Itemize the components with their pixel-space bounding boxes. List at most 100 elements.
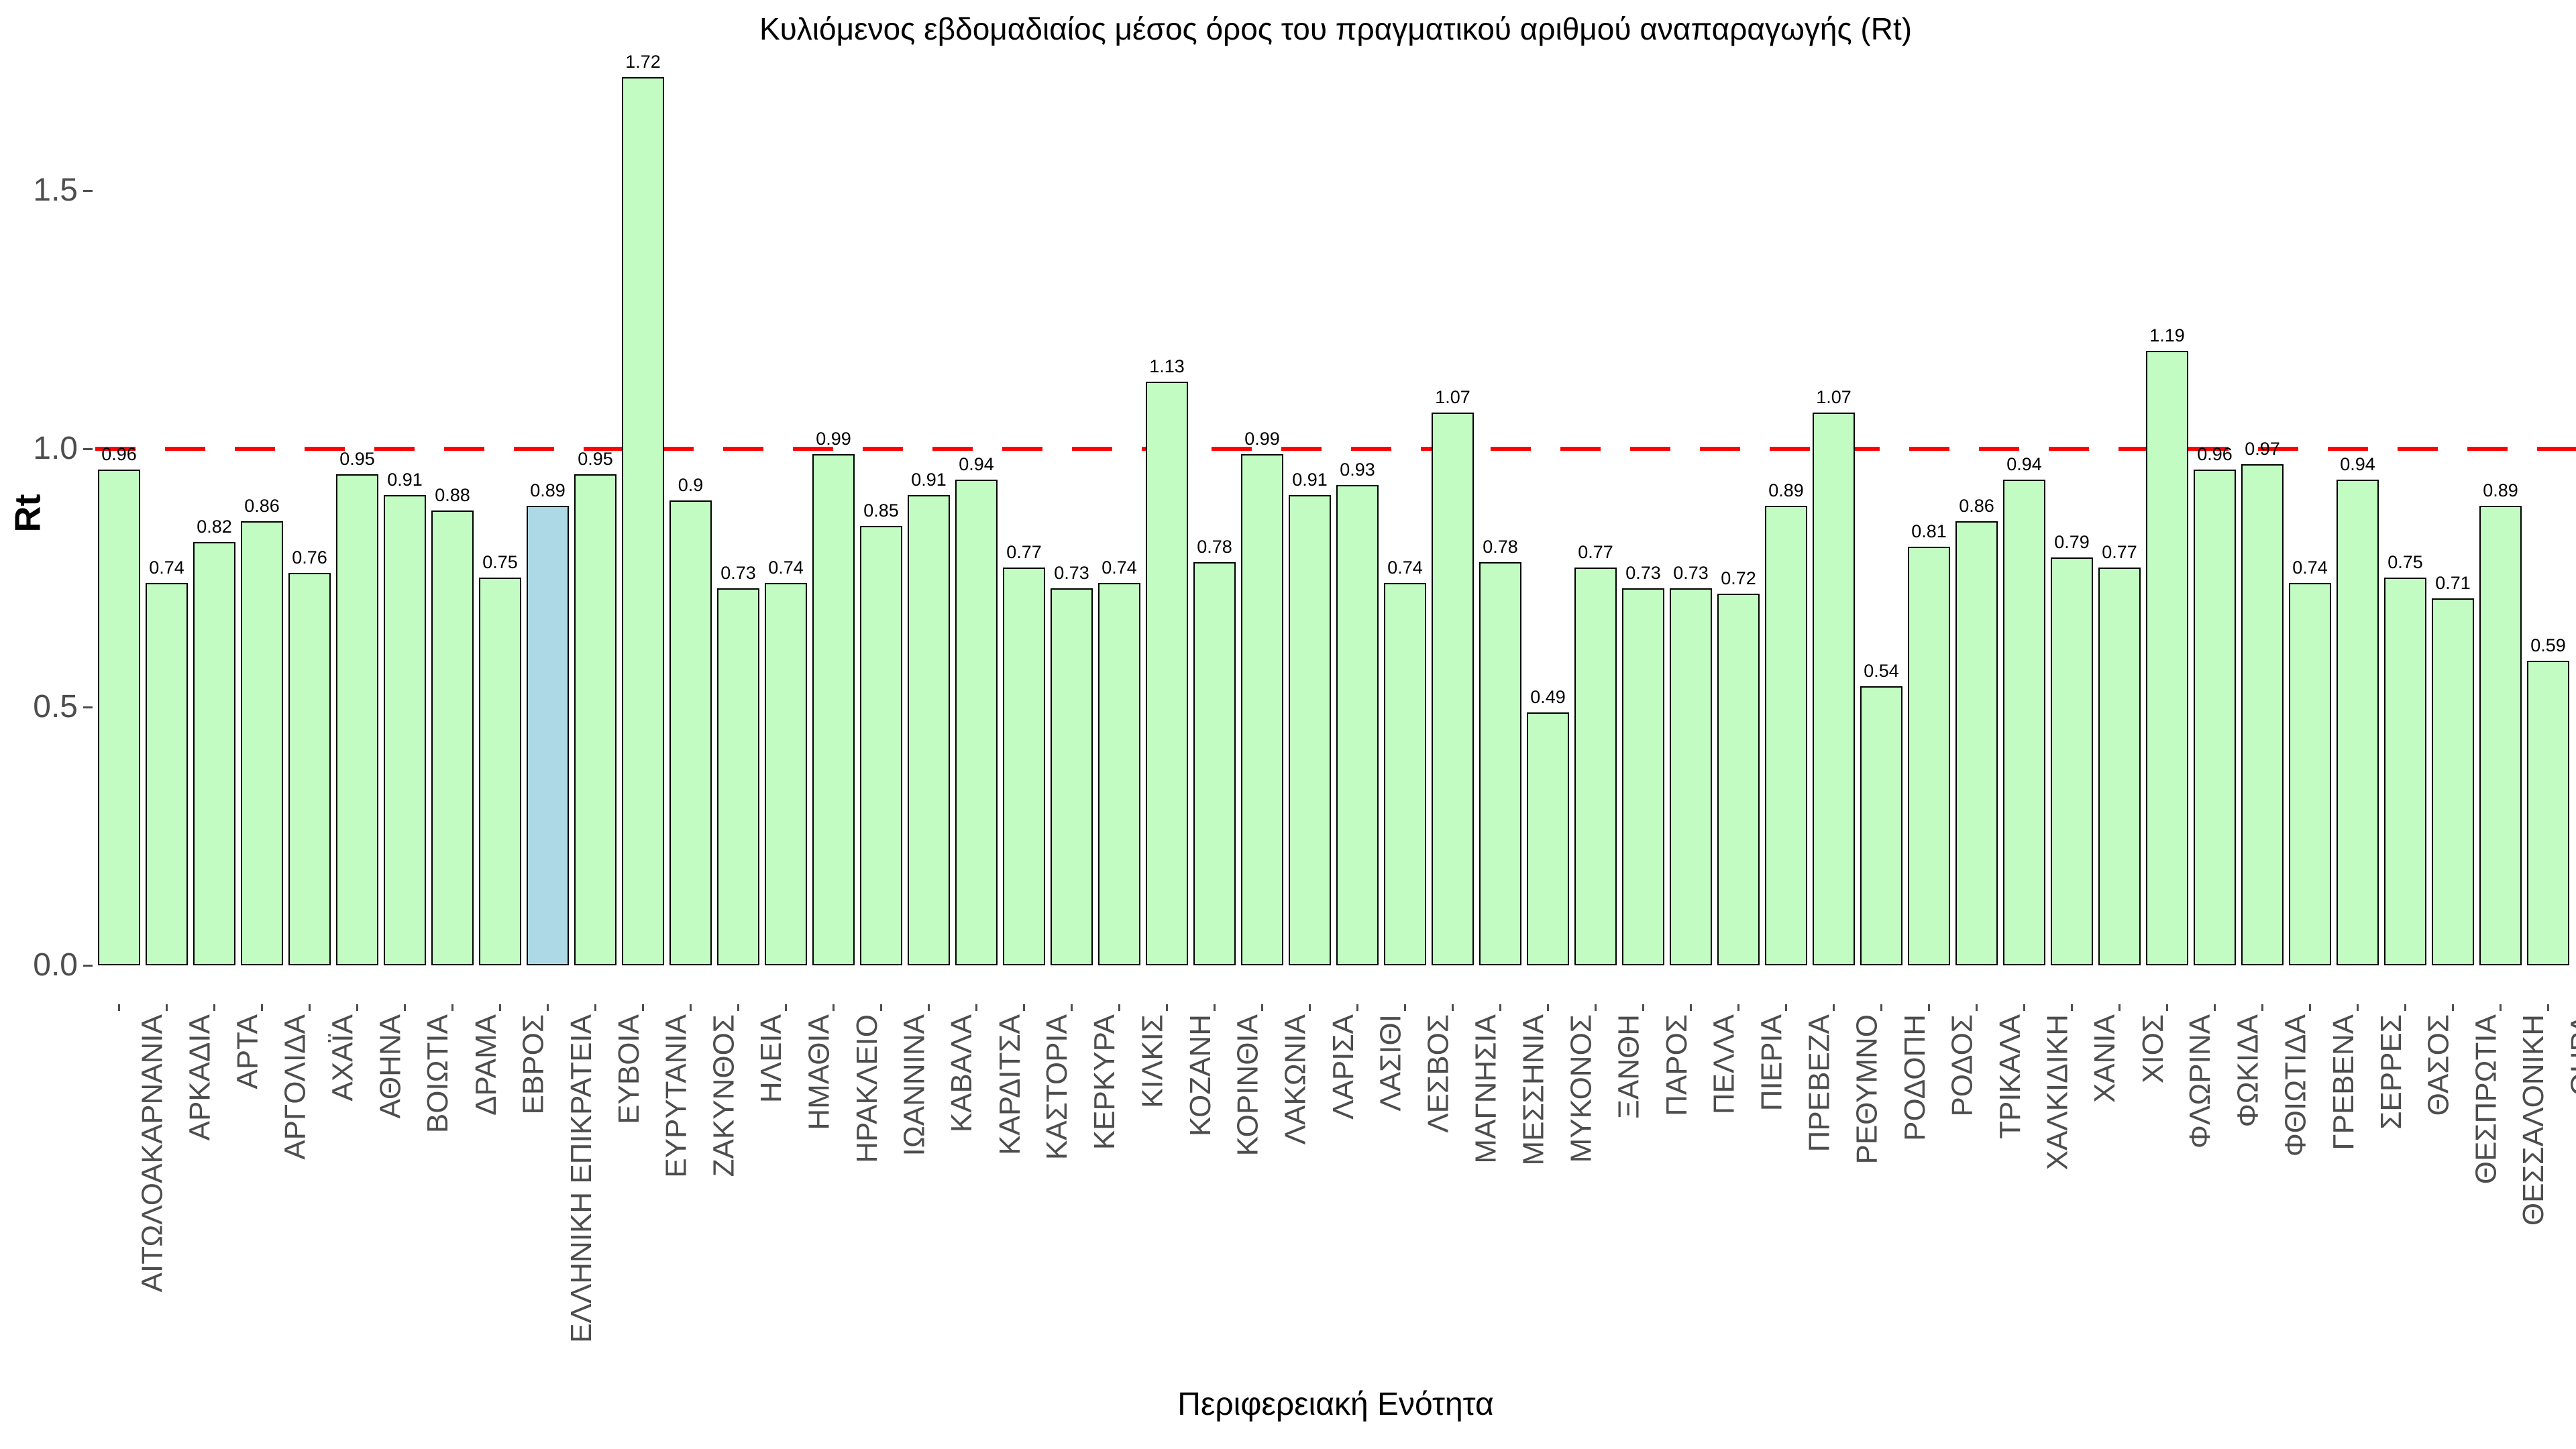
- y-tick-mark: [83, 448, 93, 450]
- x-axis-category-label-text: ΦΩΚΙΔΑ: [2231, 1014, 2265, 1128]
- x-axis-title: Περιφερειακή Ενότητα: [1177, 1387, 1494, 1422]
- y-tick-label: 0.0: [33, 947, 78, 983]
- x-tick-mark: [1976, 1004, 1978, 1011]
- x-tick-mark: [2166, 1004, 2168, 1011]
- x-axis-category-label-text: ΡΟΔΟΠΗ: [1898, 1014, 1931, 1141]
- x-tick-mark: [975, 1004, 977, 1011]
- x-tick-mark: [1595, 1004, 1597, 1011]
- x-axis-category-label-text: ΠΙΕΡΙΑ: [1755, 1014, 1788, 1112]
- x-tick-mark: [785, 1004, 787, 1011]
- x-axis-category-label-text: ΙΩΑΝΝΙΝΑ: [898, 1014, 931, 1157]
- bar: [1479, 562, 1521, 965]
- bar: [2003, 480, 2045, 965]
- x-axis-category-label-text: ΜΑΓΝΗΣΙΑ: [1469, 1014, 1503, 1164]
- bar: [1527, 712, 1569, 965]
- bar-value-label: 0.86: [1959, 496, 1994, 516]
- bar-value-label: 0.9: [678, 475, 704, 495]
- x-tick-mark: [1737, 1004, 1739, 1011]
- x-axis-category-label-text: ΗΛΕΙΑ: [755, 1014, 788, 1104]
- bar-value-label: 1.07: [1816, 387, 1851, 407]
- x-axis-category-label-text: ΛΕΣΒΟΣ: [1421, 1014, 1455, 1133]
- bar: [574, 474, 616, 965]
- bar: [479, 578, 521, 965]
- bar: [2432, 598, 2474, 965]
- x-axis-category-label-text: ΧΑΝΙΑ: [2088, 1014, 2122, 1104]
- x-axis-category-label-text: ΑΘΗΝΑ: [374, 1014, 407, 1119]
- x-axis-category-label-text: ΚΙΛΚΙΣ: [1136, 1014, 1169, 1108]
- bar-value-label: 0.88: [435, 485, 470, 505]
- bar-value-label: 0.89: [530, 480, 566, 500]
- bar-value-label: 0.94: [959, 454, 994, 474]
- bar: [1432, 413, 1474, 965]
- bar-value-label: 0.95: [578, 449, 613, 469]
- bar: [193, 542, 235, 965]
- x-axis-category-label-text: ΞΑΝΘΗ: [1612, 1014, 1646, 1119]
- bar: [1670, 588, 1712, 965]
- bar: [2098, 568, 2141, 965]
- bar-value-label: 0.74: [1102, 557, 1137, 578]
- bar: [860, 526, 902, 965]
- x-tick-mark: [118, 1004, 120, 1011]
- bar: [98, 470, 140, 965]
- x-axis-category-label-text: ΘΕΣΣΑΛΟΝΙΚΗ: [2517, 1014, 2551, 1226]
- bar: [431, 511, 474, 965]
- bar: [1622, 588, 1664, 965]
- x-tick-mark: [1166, 1004, 1168, 1011]
- x-axis-category-label-text: ΑΧΑΪΑ: [326, 1014, 360, 1102]
- x-tick-mark: [1928, 1004, 1930, 1011]
- bar: [1241, 454, 1283, 965]
- bar-value-label: 0.93: [1340, 460, 1375, 480]
- bar: [241, 521, 283, 965]
- bar: [908, 495, 950, 965]
- x-axis-category-label-text: ΚΑΣΤΟΡΙΑ: [1040, 1014, 1074, 1161]
- bar-value-label: 0.79: [2054, 532, 2090, 552]
- bar-value-label: 0.96: [2197, 444, 2233, 464]
- bar: [2337, 480, 2379, 965]
- bar-value-label: 0.96: [101, 444, 137, 464]
- y-tick-label: 1.0: [33, 431, 78, 466]
- x-axis-category-label-text: ΒΟΙΩΤΙΑ: [421, 1014, 455, 1134]
- bar-value-label: 0.78: [1483, 537, 1518, 557]
- x-axis-category-label-text: ΜΕΣΣΗΝΙΑ: [1517, 1014, 1550, 1166]
- x-tick-mark: [928, 1004, 930, 1011]
- bar: [1860, 686, 1902, 965]
- bar: [1146, 382, 1188, 965]
- x-tick-mark: [642, 1004, 644, 1011]
- x-tick-mark: [2309, 1004, 2311, 1011]
- bar-value-label: 0.99: [1244, 429, 1280, 449]
- bar-value-label: 0.77: [1006, 542, 1042, 562]
- bar: [1908, 547, 1950, 965]
- x-axis-category-label-text: ΤΡΙΚΑΛΑ: [1993, 1014, 2027, 1139]
- x-axis-category-label-text: ΓΡΕΒΕΝΑ: [2326, 1014, 2360, 1150]
- bar-value-label: 0.74: [768, 557, 804, 578]
- bar: [1051, 588, 1093, 965]
- x-tick-mark: [690, 1004, 692, 1011]
- bar-value-label: 0.82: [197, 517, 232, 537]
- bar: [2241, 464, 2284, 965]
- x-tick-mark: [2404, 1004, 2406, 1011]
- bar: [146, 583, 188, 965]
- bar: [2479, 506, 2522, 965]
- x-axis-category-label-text: ΚΕΡΚΥΡΑ: [1088, 1014, 1122, 1150]
- bar: [2051, 557, 2093, 965]
- x-axis-category-label-text: ΕΒΡΟΣ: [517, 1014, 550, 1115]
- bar: [1336, 485, 1379, 965]
- bar: [1813, 413, 1855, 965]
- x-tick-mark: [1118, 1004, 1120, 1011]
- x-axis-category-label-text: ΡΕΘΥΜΝΟ: [1850, 1014, 1884, 1165]
- bar-value-label: 0.85: [863, 500, 899, 521]
- bar: [955, 480, 998, 965]
- bar: [2194, 470, 2236, 965]
- bar-value-label: 0.91: [387, 470, 423, 490]
- x-tick-mark: [2261, 1004, 2263, 1011]
- bar-value-label: 0.95: [339, 449, 375, 469]
- bar-value-label: 0.72: [1721, 568, 1756, 588]
- x-tick-mark: [2500, 1004, 2502, 1011]
- x-tick-mark: [2023, 1004, 2025, 1011]
- bar-value-label: 0.73: [1673, 563, 1709, 583]
- bar: [288, 573, 331, 965]
- bar-value-label: 0.78: [1197, 537, 1232, 557]
- y-tick-mark: [83, 706, 93, 708]
- x-tick-mark: [594, 1004, 596, 1011]
- bar-highlighted: [527, 506, 569, 965]
